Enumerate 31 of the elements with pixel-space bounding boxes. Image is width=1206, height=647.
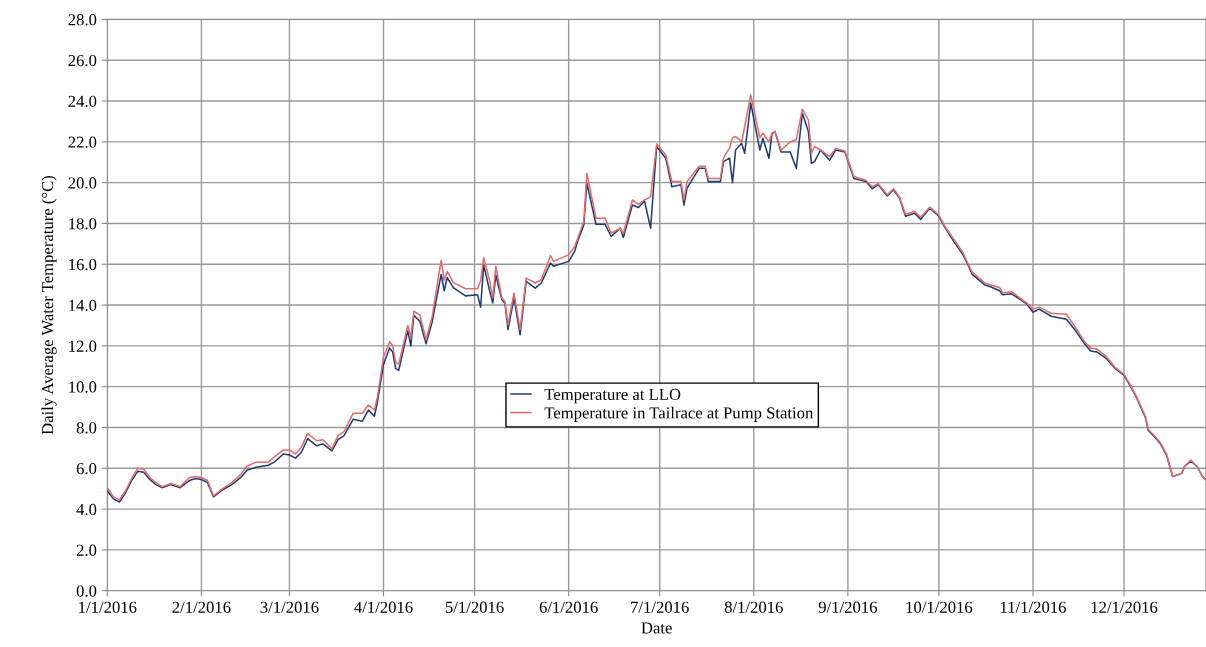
x-tick-label: 6/1/2016	[539, 601, 598, 613]
x-tick-label: 11/1/2016	[1000, 601, 1066, 613]
y-tick-label: 18.0	[69, 218, 97, 230]
x-tick-label: 1/1/2016	[79, 601, 137, 613]
y-tick-label: 14.0	[69, 299, 97, 312]
x-tick-label: 5/1/2016	[445, 601, 504, 613]
y-tick-label: 24.0	[68, 95, 97, 108]
y-tick-label: 6.0	[76, 462, 97, 475]
x-tick-label: 7/1/2016	[631, 601, 689, 613]
y-axis-title: Daily Average Water Temperature (°C)	[41, 175, 57, 435]
x-tick-label: 9/1/2016	[818, 601, 877, 613]
x-tick-label: 10/1/2016	[906, 601, 973, 613]
y-tick-label: 28.0	[68, 14, 97, 26]
legend-label: Temperature in Tailrace at Pump Station	[544, 406, 814, 422]
x-tick-label: 2/1/2016	[172, 601, 231, 613]
y-tick-label: 22.0	[68, 136, 97, 148]
x-tick-label: 8/1/2016	[724, 601, 783, 613]
x-tick-label: 4/1/2016	[354, 601, 413, 613]
y-tick-label: 20.0	[68, 177, 97, 189]
y-tick-label: 10.0	[69, 381, 97, 393]
y-tick-label: 8.0	[76, 422, 97, 434]
y-tick-label: 16.0	[69, 258, 97, 271]
y-tick-label: 4.0	[76, 503, 97, 516]
y-tick-label: 26.0	[68, 54, 97, 67]
x-tick-label: 12/1/2016	[1091, 601, 1158, 613]
y-tick-label: 0.0	[76, 585, 97, 597]
x-axis-title: Date	[641, 622, 672, 634]
x-tick-label: 3/1/2016	[260, 601, 319, 613]
legend-label: Temperature at LLO	[544, 388, 681, 404]
y-tick-label: 12.0	[69, 340, 97, 352]
y-tick-label: 2.0	[76, 544, 97, 556]
